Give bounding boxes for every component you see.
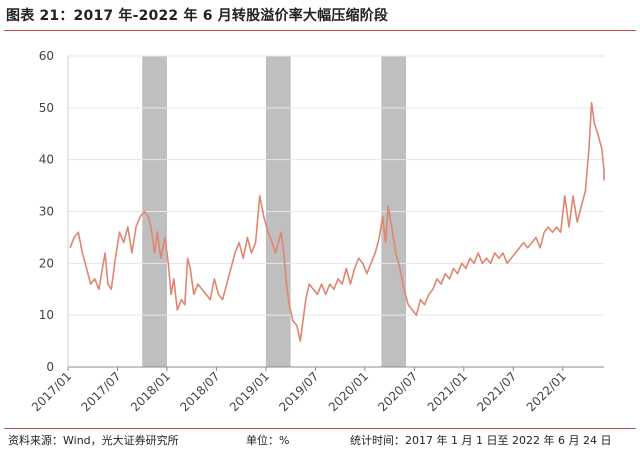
x-tick-2021/07: 2021/07 xyxy=(474,369,519,414)
gridlines xyxy=(68,55,604,316)
source-note: 资料来源：Wind，光大证券研究所 xyxy=(8,434,179,447)
x-tick-2022/01: 2022/01 xyxy=(524,369,569,414)
x-tick-2019/07: 2019/07 xyxy=(276,369,321,414)
y-tick-60: 60 xyxy=(39,49,54,63)
y-tick-10: 10 xyxy=(39,308,54,322)
x-tick-2017/07: 2017/07 xyxy=(78,369,123,414)
footer-rule xyxy=(4,428,636,429)
series-line-1 xyxy=(69,101,605,342)
figure-title: 图表 21：2017 年-2022 年 6 月转股溢价率大幅压缩阶段 xyxy=(6,8,389,24)
x-tick-2018/01: 2018/01 xyxy=(128,369,173,414)
y-tick-50: 50 xyxy=(39,101,54,115)
axes xyxy=(67,56,604,371)
series-layer xyxy=(69,101,605,342)
x-tick-2020/07: 2020/07 xyxy=(375,369,420,414)
x-tick-2019/01: 2019/01 xyxy=(227,369,272,414)
premium-rate-chart: 0 10 20 30 40 50 60 2017/01 2017/07 2018/01 2018/… xyxy=(29,49,605,414)
x-tick-2018/07: 2018/07 xyxy=(177,369,222,414)
x-tick-2020/01: 2020/01 xyxy=(326,369,371,414)
y-tick-0: 0 xyxy=(46,360,54,374)
period-note: 统计时间：2017 年 1 月 1 日至 2022 年 6 月 24 日 xyxy=(350,434,612,447)
x-tick-2017/01: 2017/01 xyxy=(29,369,74,414)
title-rule xyxy=(4,30,636,31)
unit-note: 单位：% xyxy=(246,434,290,447)
y-tick-30: 30 xyxy=(39,205,54,219)
x-tick-labels: 2017/01 2017/07 2018/01 2018/07 2019/01 2019/… xyxy=(29,369,569,414)
x-tick-2021/01: 2021/01 xyxy=(425,369,470,414)
y-tick-40: 40 xyxy=(39,153,54,167)
y-tick-labels: 0 10 20 30 40 50 60 xyxy=(39,49,54,374)
y-tick-20: 20 xyxy=(39,256,54,270)
